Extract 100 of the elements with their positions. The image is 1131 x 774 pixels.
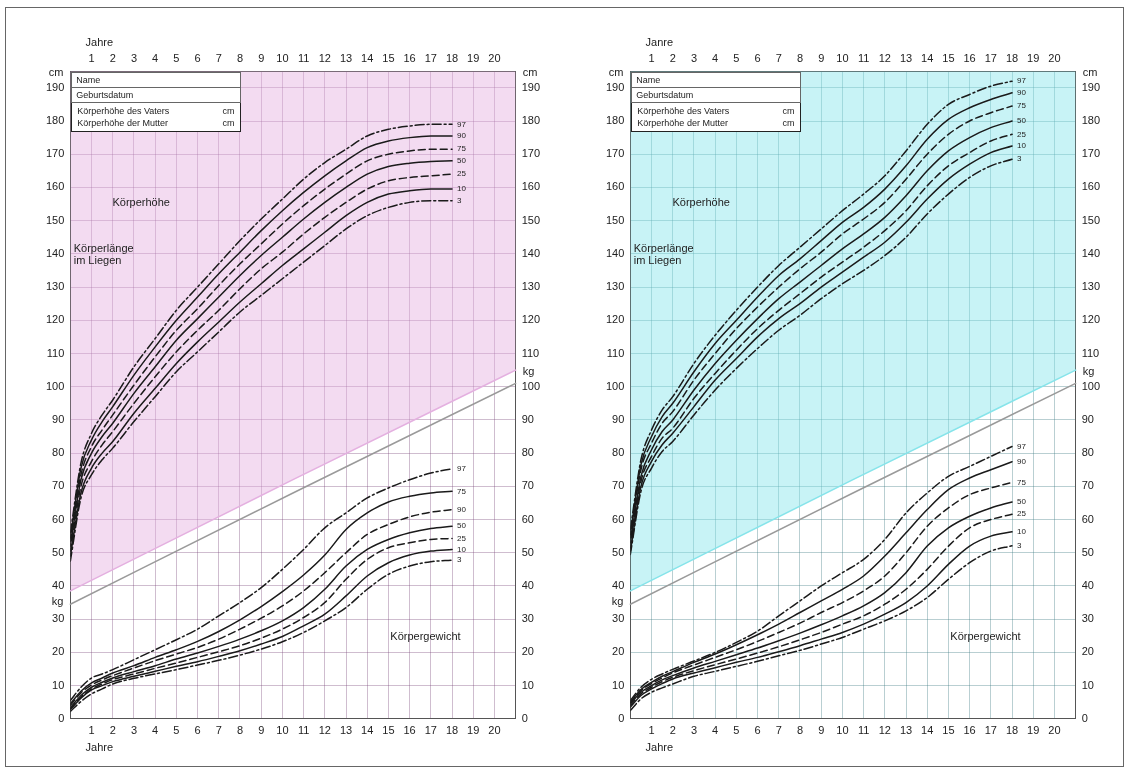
y2-tick-label: 30	[1081, 612, 1094, 625]
text: kg	[611, 595, 624, 608]
x2-tick-label: 16	[963, 51, 976, 64]
x-tick-label: 8	[796, 724, 804, 737]
series-label: 50	[457, 156, 467, 166]
annotation: Geburtsdatum	[632, 88, 800, 103]
x-tick-label: 15	[942, 724, 955, 737]
x2-tick-label: 4	[152, 51, 159, 64]
y-tick-label: 160	[605, 180, 625, 193]
y2-tick-label: 160	[1081, 180, 1101, 193]
y-tick-label: 30	[612, 612, 625, 625]
annotation: Körperhöhe des Vaters	[637, 106, 730, 117]
series-label: 90	[1017, 456, 1027, 466]
x2-tick-label: 3	[130, 51, 138, 64]
y2-tick-label: 30	[521, 612, 534, 625]
series-label: 97	[457, 119, 467, 129]
annotation: Körpergewicht	[950, 630, 1021, 643]
y2-tick-label: 160	[521, 180, 541, 193]
x2-tick-label: 11	[857, 51, 870, 64]
series-label: 50	[457, 521, 467, 531]
y2-tick-label: 40	[521, 578, 534, 591]
annotation: Geburtsdatum	[72, 88, 240, 103]
x-tick-label: 11	[297, 724, 310, 737]
y2-tick-label: 140	[521, 246, 541, 259]
x-tick-label: 5	[173, 724, 180, 737]
x2-tick-label: 10	[836, 51, 849, 64]
annotation: cm	[222, 118, 235, 129]
x2-tick-label: 20	[488, 51, 501, 64]
x-tick-label: 14	[921, 724, 934, 737]
y-tick-label: 30	[52, 612, 65, 625]
series-label: 97	[457, 463, 467, 473]
x2-tick-label: 2	[109, 51, 116, 64]
x-tick-label: 9	[258, 724, 265, 737]
y-tick-label: 40	[612, 578, 625, 591]
y2-tick-label: 40	[1081, 578, 1094, 591]
x2-tick-label: 17	[984, 51, 997, 64]
x-tick-label: 16	[403, 724, 416, 737]
x-tick-label: 16	[963, 724, 976, 737]
y2-tick-label: 20	[521, 645, 534, 658]
x-tick-label: 13	[339, 724, 353, 737]
series-label: 3	[457, 555, 463, 565]
y-tick-label: 180	[605, 114, 625, 127]
annotation: Körperhöhe der Mutter	[77, 118, 168, 129]
y2-tick-label: 50	[1081, 545, 1094, 558]
series-label: 75	[457, 144, 467, 154]
x-tick-label: 18	[445, 724, 459, 737]
y2-tick-label: 120	[521, 313, 541, 326]
y2-tick-label: 60	[521, 512, 534, 525]
x-tick-label: 2	[109, 724, 116, 737]
y-tick-label: 150	[45, 213, 65, 226]
y2-tick-label: 190	[1081, 80, 1101, 93]
y2-tick-label: 70	[521, 479, 534, 492]
y2-tick-label: 100	[1081, 379, 1101, 392]
x-axis-title: Jahre	[645, 740, 674, 753]
y2-tick-label: 190	[521, 80, 541, 93]
x-tick-label: 8	[236, 724, 244, 737]
x2-tick-label: 12	[318, 51, 331, 64]
text: kg	[51, 595, 64, 608]
y-tick-label: 110	[46, 346, 65, 359]
x-tick-label: 20	[488, 724, 501, 737]
series-label: 3	[1017, 154, 1023, 164]
x2-tick-label: 20	[1048, 51, 1061, 64]
y-tick-label: 80	[52, 446, 65, 459]
annotation: Körperlänge im Liegen	[633, 241, 694, 266]
x2-tick-label: 19	[467, 51, 480, 64]
y2-tick-label: 180	[1081, 114, 1101, 127]
series-label: 50	[1017, 497, 1027, 507]
y-tick-label: 120	[605, 313, 625, 326]
annotation: Körperhöhe	[112, 195, 170, 208]
x-tick-label: 11	[857, 724, 870, 737]
y-tick-label: 130	[605, 280, 625, 293]
y2-tick-label: 170	[1081, 147, 1101, 160]
x-tick-label: 10	[276, 724, 289, 737]
annotation: Körperlänge im Liegen	[73, 241, 134, 266]
y2-tick-label: 50	[521, 545, 534, 558]
y2-tick-label: 10	[521, 678, 534, 691]
series-label: 25	[1017, 129, 1027, 139]
series-label: 25	[457, 533, 467, 543]
y2-tick-label: 150	[521, 213, 541, 226]
x2-tick-label: 14	[921, 51, 934, 64]
y2-axis-title: cm	[1082, 66, 1098, 79]
y2-tick-label: 0	[1081, 711, 1088, 724]
y2-tick-label: 60	[1081, 512, 1094, 525]
y-tick-label: 170	[605, 147, 625, 160]
y-tick-label: 0	[618, 711, 625, 724]
y-tick-label: 70	[52, 479, 65, 492]
x-tick-label: 13	[899, 724, 913, 737]
y-tick-label: 80	[612, 446, 625, 459]
annotation: Körperhöhe des Vaters	[77, 106, 170, 117]
y-tick-label: 190	[45, 80, 65, 93]
series-label: 10	[457, 184, 467, 194]
series-label: 10	[1017, 141, 1027, 151]
x2-tick-label: 13	[899, 51, 913, 64]
y-tick-label: 120	[45, 313, 65, 326]
x2-tick-label: 9	[258, 51, 265, 64]
y-tick-label: 60	[612, 512, 625, 525]
series-label: 90	[1017, 87, 1027, 97]
y-tick-label: 10	[612, 678, 625, 691]
x2-tick-label: 2	[669, 51, 676, 64]
annotation: cm	[782, 118, 795, 129]
